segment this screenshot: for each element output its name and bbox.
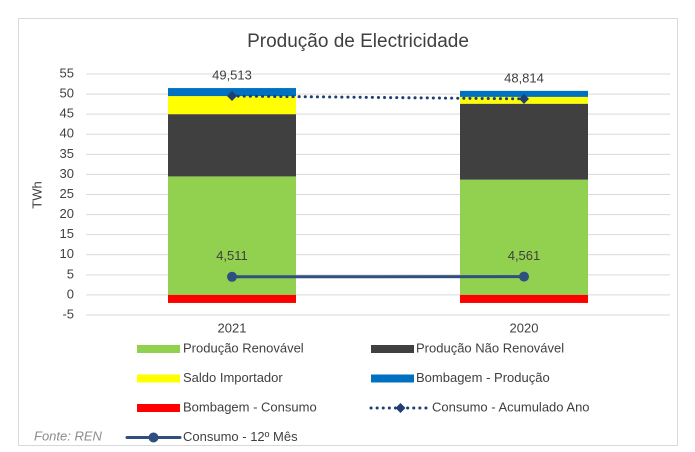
y-tick-label: 45 (60, 106, 74, 121)
line-marker (227, 91, 237, 102)
x-tick-label: 2020 (510, 320, 539, 335)
y-tick-label: 10 (60, 246, 74, 261)
y-tick-label: 5 (67, 266, 74, 281)
x-tick-label: 2021 (218, 320, 247, 335)
legend-swatch (371, 345, 414, 353)
legend-label: Bombagem - Produção (416, 370, 550, 385)
legend-label: Bombagem - Consumo (183, 399, 317, 414)
bar-segment (460, 294, 588, 303)
y-axis-label: TWh (29, 181, 44, 208)
bar-segment (460, 103, 588, 180)
legend-swatch (371, 374, 414, 383)
y-tick-label: 25 (60, 186, 74, 201)
data-label: 4,561 (508, 248, 541, 263)
y-tick-label: 55 (60, 65, 74, 80)
y-tick-label: 35 (60, 146, 74, 161)
y-tick-label: 40 (60, 126, 74, 141)
line-marker (519, 271, 529, 282)
source: Fonte: REN (34, 428, 103, 443)
y-tick-label: 15 (60, 226, 74, 241)
bar-segment (168, 294, 296, 303)
data-label: 49,513 (212, 67, 252, 82)
legend-label: Consumo - Acumulado Ano (432, 399, 590, 414)
legend-label: Produção Renovável (183, 340, 304, 355)
bar-segment (168, 96, 296, 115)
legend-label: Consumo - 12º Mês (183, 429, 298, 444)
line-marker (227, 271, 237, 282)
legend-marker (395, 403, 406, 413)
data-label: 4,511 (216, 248, 248, 263)
legend-swatch (137, 404, 180, 412)
line-marker (519, 93, 529, 104)
legend-marker (148, 432, 159, 443)
bar-segment (168, 114, 296, 177)
chart-title: Produção de Electricidade (247, 31, 469, 52)
y-tick-label: 0 (67, 286, 74, 301)
data-label: 48,814 (504, 70, 544, 85)
legend-swatch (137, 345, 180, 353)
legend-swatch (137, 374, 180, 383)
y-tick-label: -5 (62, 306, 74, 321)
legend-label: Saldo Importador (183, 370, 283, 385)
y-tick-label: 30 (60, 166, 74, 181)
y-tick-label: 20 (60, 206, 74, 221)
legend-label: Produção Não Renovável (416, 340, 564, 355)
line (230, 94, 526, 101)
y-tick-label: 50 (60, 86, 74, 101)
